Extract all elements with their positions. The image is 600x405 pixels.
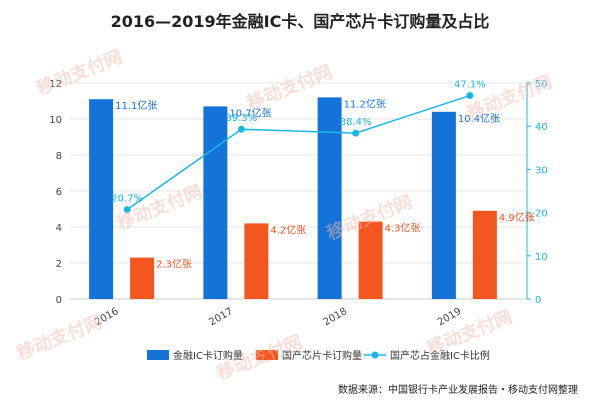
legend-ratio-swatch-dot (371, 351, 379, 359)
y-left-tick-label: 12 (49, 79, 62, 90)
bar-ic-card-label: 11.1亿张 (115, 99, 157, 112)
ratio-point (237, 125, 245, 133)
y-left-tick-label: 4 (56, 223, 62, 234)
legend-ratio-text: 国产芯占金融IC卡比例 (390, 349, 490, 362)
x-tick-label: 2018 (322, 306, 350, 328)
ratio-label: 47.1% (454, 80, 486, 91)
chart-title: 2016—2019年金融IC卡、国产芯片卡订购量及占比 (110, 12, 490, 31)
bar-ic-card-label: 11.2亿张 (344, 97, 386, 110)
ratio-point (352, 129, 360, 137)
bar-ic-card-label: 10.4亿张 (458, 112, 500, 125)
legend-domestic-chip-swatch (256, 350, 278, 360)
y-right-tick-label: 40 (535, 122, 548, 133)
bar-ic-card-label: 10.7亿张 (229, 106, 271, 119)
y-left-tick-label: 2 (56, 259, 62, 270)
y-right-tick-label: 50 (535, 79, 548, 90)
x-tick-label: 2019 (436, 306, 464, 328)
legend-ic-card-swatch (147, 350, 169, 360)
y-left-tick-label: 8 (56, 151, 62, 162)
source-note: 数据来源：中国银行卡产业发展报告・移动支付网整理 (338, 385, 578, 396)
bar-domestic-chip-label: 4.3亿张 (385, 222, 421, 235)
legend-ic-card-text: 金融IC卡订购量 (173, 349, 243, 362)
bar-ic-card (317, 97, 342, 300)
x-tick-label: 2017 (207, 306, 235, 328)
bar-domestic-chip-label: 4.9亿张 (499, 211, 535, 224)
y-right-tick-label: 30 (535, 165, 548, 176)
bar-ic-card (431, 111, 456, 299)
y-left-tick-label: 6 (56, 187, 62, 198)
y-right-tick-label: 0 (535, 295, 541, 306)
ratio-point (123, 206, 131, 214)
bar-ic-card (89, 99, 114, 299)
ratio-label: 39.3% (225, 113, 257, 124)
ratio-point (466, 92, 474, 100)
y-left-tick-label: 0 (56, 295, 62, 306)
ratio-label: 20.7% (111, 194, 143, 205)
bar-domestic-chip (358, 221, 383, 299)
ratio-line (126, 94, 471, 211)
y-right-tick-label: 20 (535, 209, 548, 220)
y-right-tick-label: 10 (535, 252, 548, 263)
bar-domestic-chip (244, 223, 269, 299)
bar-domestic-chip-label: 4.2亿张 (270, 223, 306, 236)
bar-domestic-chip-label: 2.3亿张 (156, 258, 192, 271)
y-left-tick-label: 10 (49, 115, 62, 126)
legend-domestic-chip-text: 国产芯片卡订购量 (282, 349, 362, 362)
bar-domestic-chip (130, 257, 155, 299)
ratio-label: 38.4% (340, 117, 372, 128)
x-tick-label: 2016 (93, 306, 121, 328)
bar-domestic-chip (472, 210, 497, 299)
bar-ic-card (203, 106, 228, 300)
